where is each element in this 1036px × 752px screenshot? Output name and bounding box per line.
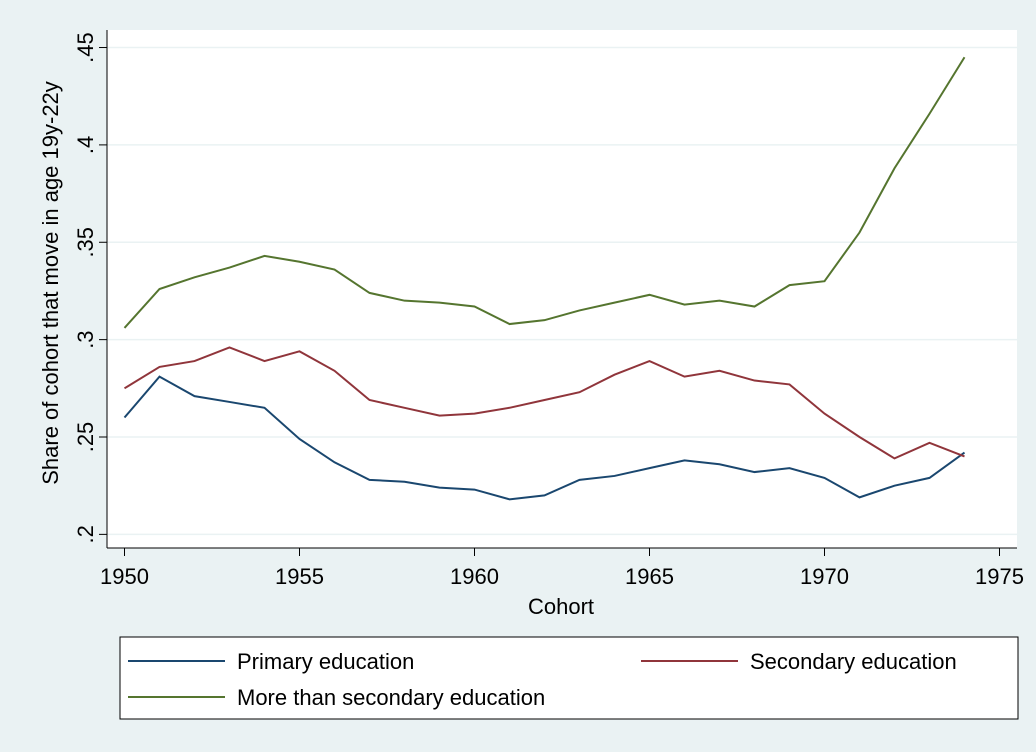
y-tick-label: .25: [73, 422, 98, 453]
series-line: [123, 346, 965, 460]
legend-label: Secondary education: [750, 649, 957, 674]
y-tick-label: .2: [73, 525, 98, 543]
plot-area: [107, 30, 1017, 548]
y-tick-label: .45: [73, 32, 98, 63]
x-tick-label: 1955: [275, 564, 324, 589]
x-tick-label: 1975: [975, 564, 1024, 589]
legend-label: More than secondary education: [237, 685, 545, 710]
x-tick-label: 1960: [450, 564, 499, 589]
series-line: [123, 375, 966, 501]
x-tick-label: 1970: [800, 564, 849, 589]
x-tick-label: 1965: [625, 564, 674, 589]
x-axis-title: Cohort: [528, 594, 594, 619]
y-tick-label: .3: [73, 330, 98, 348]
y-axis-title: Share of cohort that move in age 19y-22y: [38, 81, 63, 485]
series-line: [123, 56, 966, 329]
x-tick-label: 1950: [100, 564, 149, 589]
y-tick-label: .35: [73, 227, 98, 258]
legend-label: Primary education: [237, 649, 414, 674]
legend-box: [119, 636, 1019, 720]
y-tick-label: .4: [73, 136, 98, 154]
